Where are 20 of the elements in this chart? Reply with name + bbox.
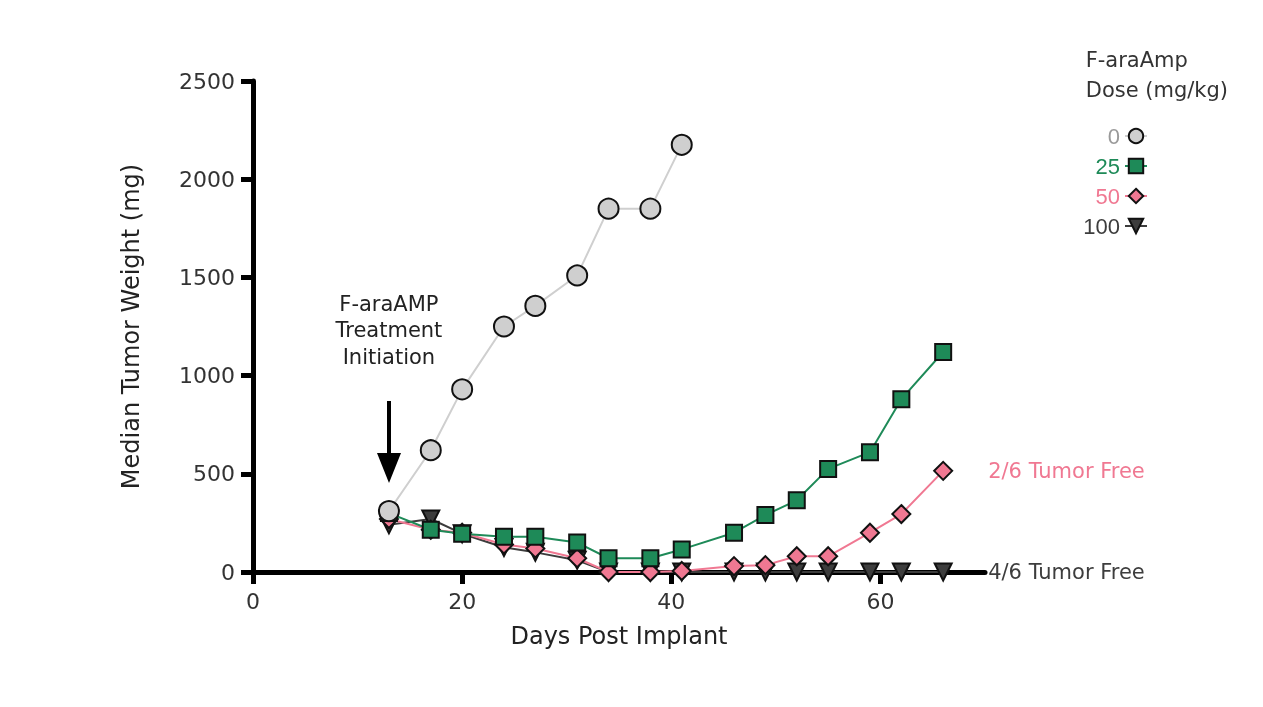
annotation: 2/6 Tumor Free — [988, 458, 1145, 483]
legend-title: F-araAmp Dose (mg/kg) — [1085, 48, 1228, 102]
annotation: F-araAMP Treatment Initiation — [334, 291, 444, 370]
y-tick-label: 2500 — [179, 68, 235, 94]
x-tick-label: 20 — [448, 588, 477, 614]
y-axis-title: Median Tumor Weight (mg) — [117, 163, 145, 490]
legend-label: 100 — [1083, 213, 1120, 239]
legend-label: 0 — [1107, 123, 1120, 149]
y-tick-label: 1000 — [179, 363, 235, 389]
x-tick-label: 60 — [866, 588, 895, 614]
y-tick-label: 2000 — [179, 166, 235, 192]
legend-label: 25 — [1095, 153, 1120, 179]
x-tick-label: 0 — [246, 588, 260, 614]
y-tick-label: 500 — [193, 461, 235, 487]
annotation: 4/6 Tumor Free — [988, 560, 1145, 584]
x-tick-label: 40 — [657, 588, 686, 614]
y-tick-label: 1500 — [179, 264, 235, 290]
legend-label: 50 — [1095, 183, 1120, 209]
y-tick-label: 0 — [221, 559, 235, 585]
x-axis-title: Days Post Implant — [510, 622, 728, 650]
